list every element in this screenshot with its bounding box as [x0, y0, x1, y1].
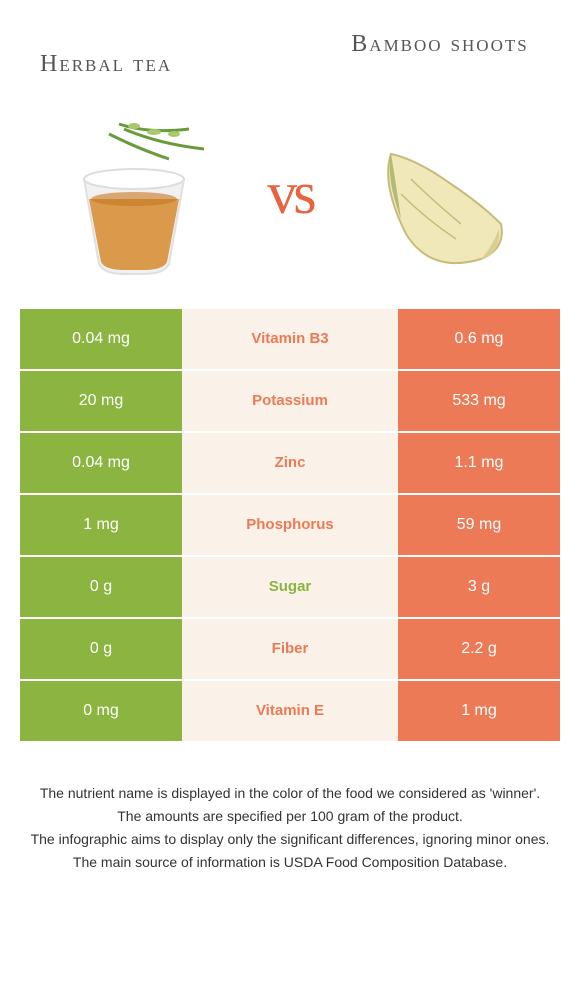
nutrient-label: Phosphorus	[182, 495, 398, 555]
nutrient-row: 0 gFiber2.2 g	[20, 619, 560, 679]
left-value: 0 g	[20, 619, 182, 679]
herbal-tea-image	[49, 104, 229, 284]
left-value: 0 mg	[20, 681, 182, 741]
nutrient-row: 20 mgPotassium533 mg	[20, 371, 560, 431]
nutrient-row: 0 mgVitamin E1 mg	[20, 681, 560, 741]
right-value: 533 mg	[398, 371, 560, 431]
footer-line: The infographic aims to display only the…	[25, 829, 555, 850]
nutrient-label: Fiber	[182, 619, 398, 679]
nutrient-row: 0 gSugar3 g	[20, 557, 560, 617]
title-left: Herbal tea	[40, 30, 240, 79]
image-row: vs	[0, 89, 580, 309]
bamboo-shoots-image	[351, 104, 531, 284]
footer-line: The main source of information is USDA F…	[25, 852, 555, 873]
right-value: 1 mg	[398, 681, 560, 741]
nutrient-label: Vitamin E	[182, 681, 398, 741]
nutrient-row: 1 mgPhosphorus59 mg	[20, 495, 560, 555]
footer-line: The amounts are specified per 100 gram o…	[25, 806, 555, 827]
nutrient-label: Vitamin B3	[182, 309, 398, 369]
right-value: 2.2 g	[398, 619, 560, 679]
left-value: 0 g	[20, 557, 182, 617]
nutrient-row: 0.04 mgVitamin B30.6 mg	[20, 309, 560, 369]
nutrient-label: Potassium	[182, 371, 398, 431]
right-value: 0.6 mg	[398, 309, 560, 369]
left-value: 0.04 mg	[20, 433, 182, 493]
left-value: 20 mg	[20, 371, 182, 431]
right-value: 1.1 mg	[398, 433, 560, 493]
nutrient-label: Zinc	[182, 433, 398, 493]
nutrient-table: 0.04 mgVitamin B30.6 mg20 mgPotassium533…	[0, 309, 580, 741]
right-value: 59 mg	[398, 495, 560, 555]
left-value: 1 mg	[20, 495, 182, 555]
vs-text: vs	[267, 159, 312, 228]
nutrient-label: Sugar	[182, 557, 398, 617]
header: Herbal tea Bamboo shoots	[0, 0, 580, 89]
footer-line: The nutrient name is displayed in the co…	[25, 783, 555, 804]
right-value: 3 g	[398, 557, 560, 617]
left-value: 0.04 mg	[20, 309, 182, 369]
title-right: Bamboo shoots	[340, 30, 540, 79]
nutrient-row: 0.04 mgZinc1.1 mg	[20, 433, 560, 493]
footer-notes: The nutrient name is displayed in the co…	[0, 743, 580, 895]
